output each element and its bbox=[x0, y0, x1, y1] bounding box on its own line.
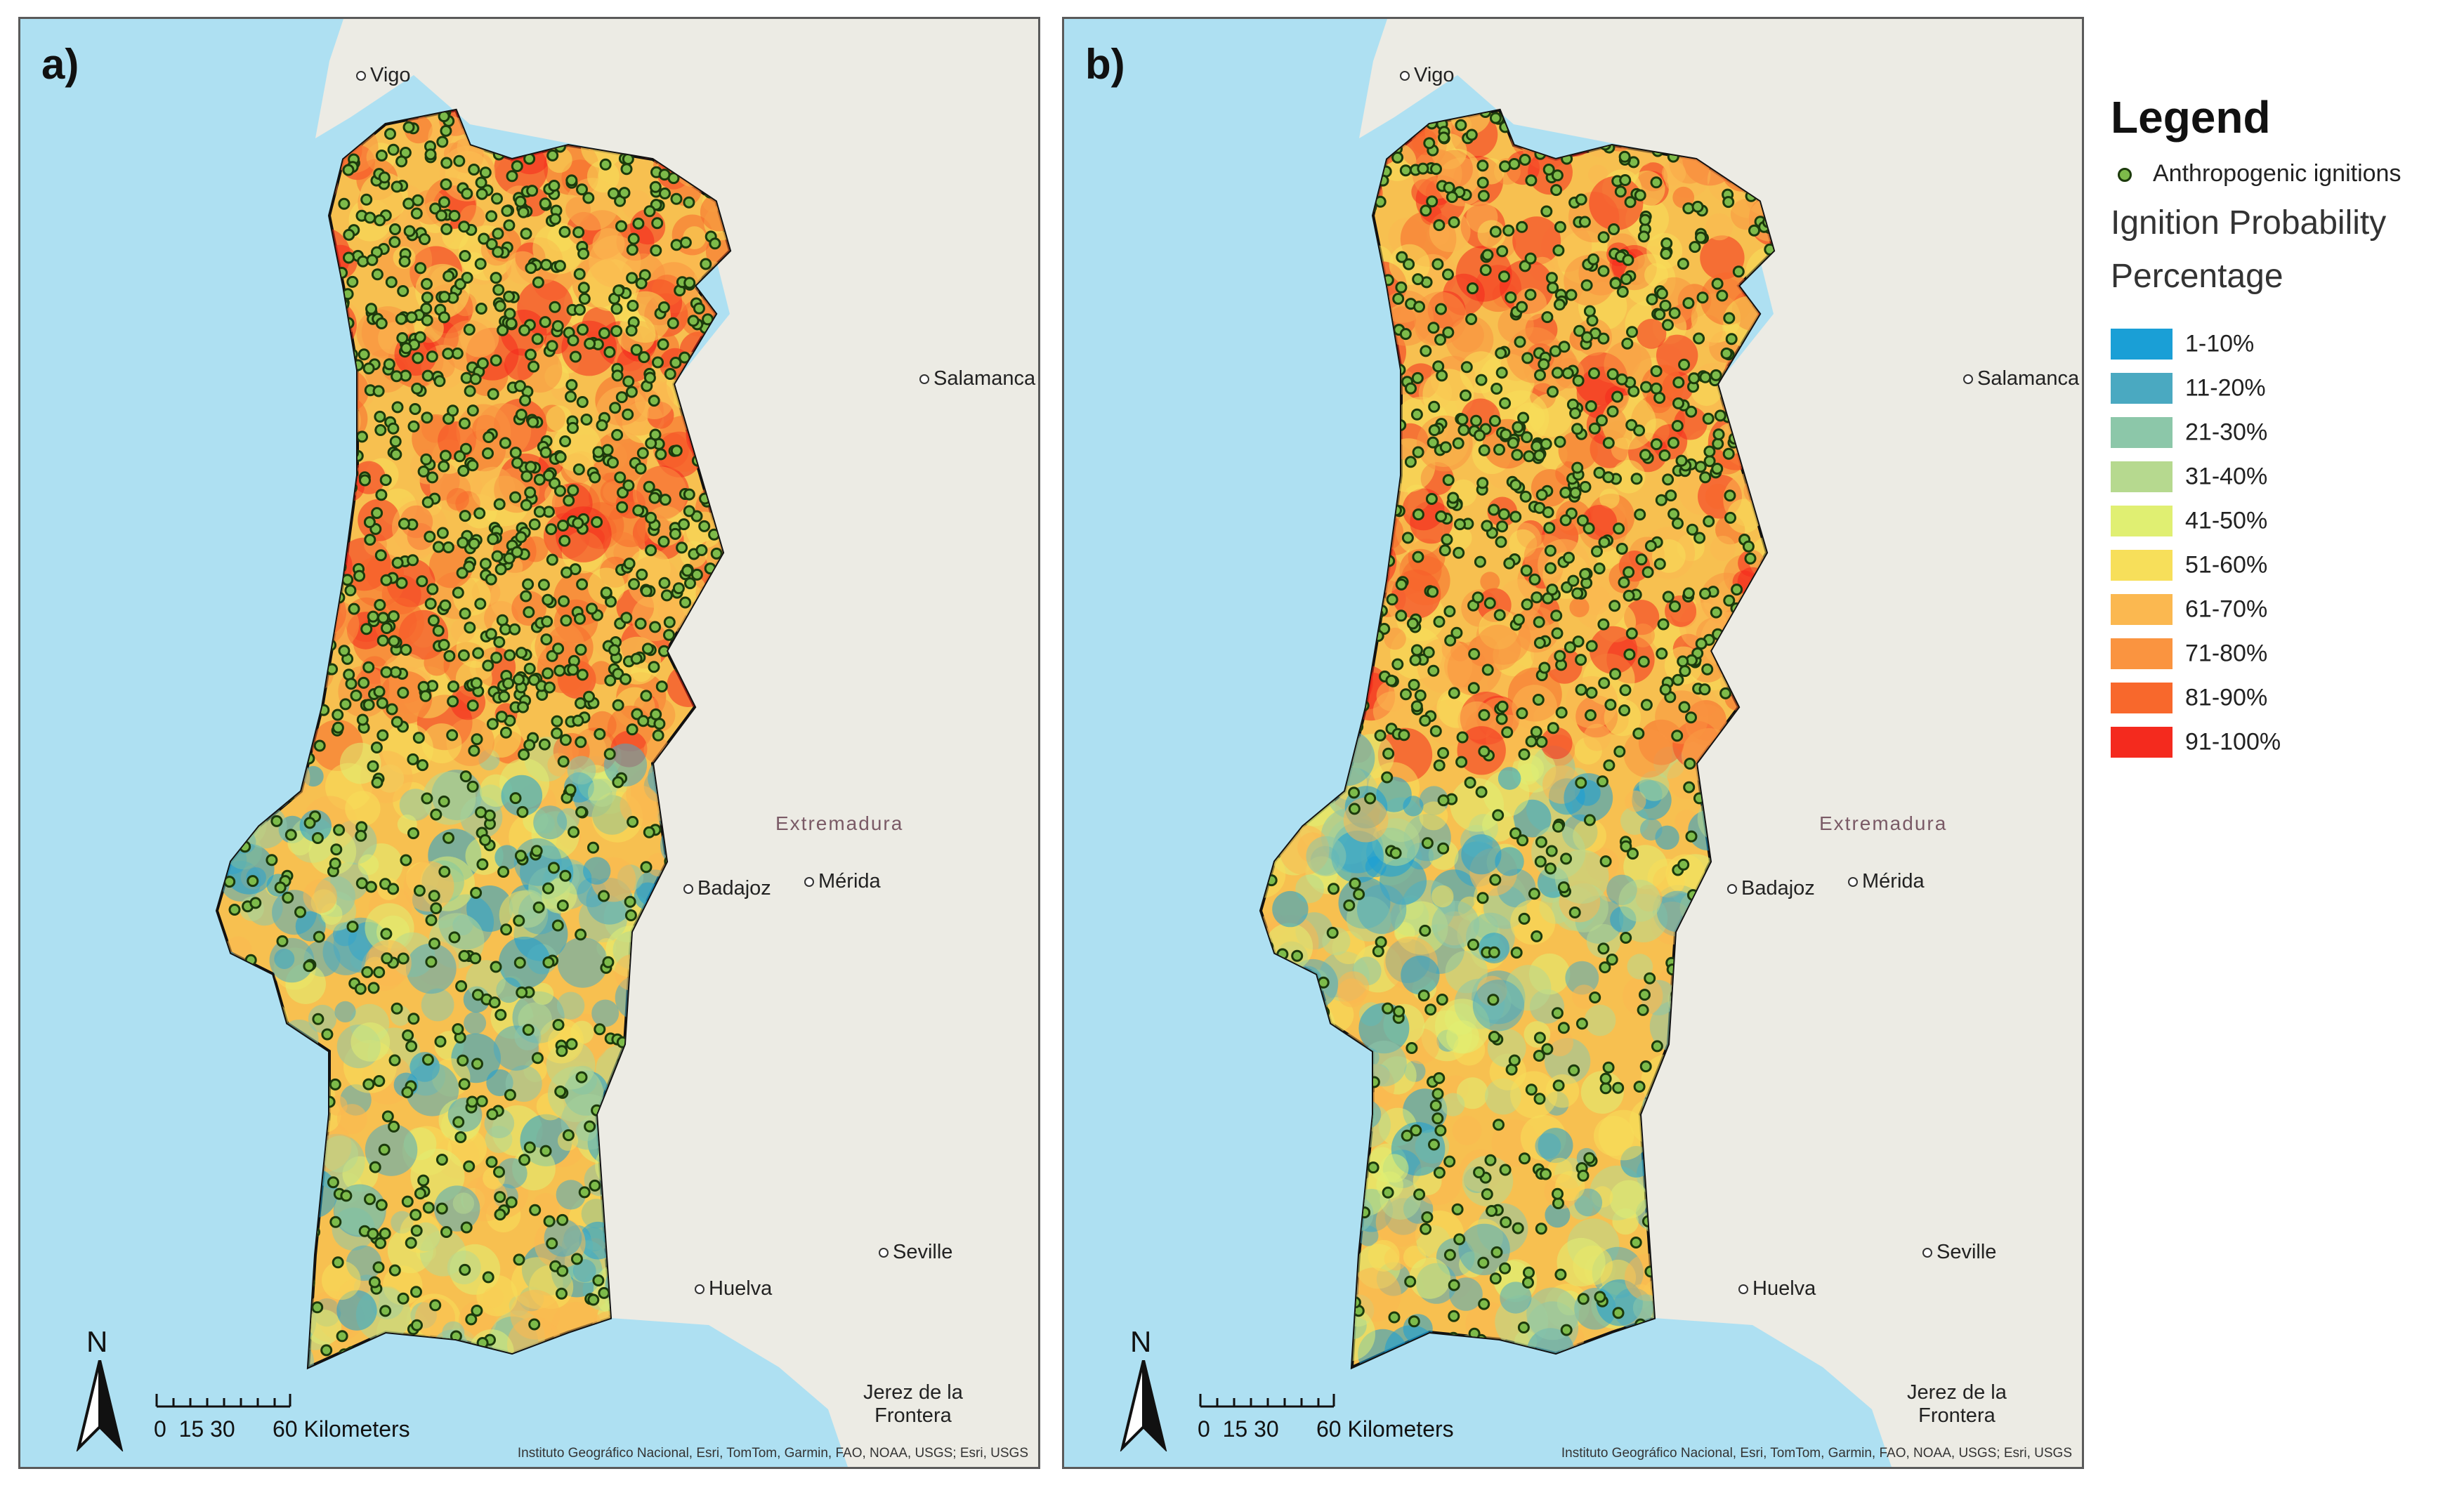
legend-ignitions-entry: Anthropogenic ignitions bbox=[2118, 160, 2401, 187]
spain-land bbox=[414, 19, 1038, 1467]
legend-class-item: 71-80% bbox=[2111, 638, 2267, 673]
panel-label: b) bbox=[1085, 41, 1125, 88]
map-panel-a: a) Vigo Salamanca Extremadura Badajoz Mé… bbox=[18, 17, 1040, 1469]
legend-swatch bbox=[2111, 683, 2173, 713]
scale-bar-labels: 0 15 30 60 Kilometers bbox=[1198, 1416, 1454, 1442]
city-marker-icon bbox=[1848, 877, 1858, 888]
legend-class-label: 1-10% bbox=[2185, 330, 2255, 357]
place-badajoz: Badajoz bbox=[1727, 877, 1815, 900]
city-marker-icon bbox=[695, 1284, 705, 1295]
legend-swatch bbox=[2111, 329, 2173, 360]
city-marker-icon bbox=[919, 374, 929, 385]
legend-swatch bbox=[2111, 727, 2173, 758]
legend-title: Legend bbox=[2111, 92, 2271, 143]
north-arrow: N bbox=[1113, 1325, 1184, 1465]
panel-label: a) bbox=[41, 41, 79, 88]
ignition-point-icon bbox=[2118, 168, 2132, 183]
legend-swatch bbox=[2111, 417, 2173, 448]
north-label: N bbox=[1130, 1325, 1152, 1358]
legend-subtitle-2: Percentage bbox=[2111, 258, 2283, 295]
legend-class-item: 91-100% bbox=[2111, 727, 2281, 762]
place-vigo: Vigo bbox=[356, 64, 411, 87]
legend-class-label: 11-20% bbox=[2185, 374, 2266, 402]
place-extremadura: Extremadura bbox=[1819, 812, 1948, 834]
place-jerez: Jerez de la Frontera bbox=[1907, 1381, 2007, 1427]
legend-class-label: 51-60% bbox=[2185, 551, 2268, 579]
legend-swatch bbox=[2111, 638, 2173, 669]
legend-class-label: 71-80% bbox=[2185, 640, 2268, 667]
legend-class-label: 41-50% bbox=[2185, 507, 2268, 534]
place-huelva: Huelva bbox=[1738, 1277, 1816, 1300]
legend-class-label: 61-70% bbox=[2185, 595, 2268, 623]
place-vigo: Vigo bbox=[1400, 64, 1455, 87]
place-salamanca: Salamanca bbox=[919, 367, 1035, 390]
legend-swatch bbox=[2111, 594, 2173, 625]
legend-class-item: 21-30% bbox=[2111, 417, 2267, 452]
legend-class-item: 81-90% bbox=[2111, 683, 2267, 718]
legend-class-item: 1-10% bbox=[2111, 329, 2254, 364]
place-extremadura: Extremadura bbox=[775, 812, 904, 834]
place-jerez: Jerez de la Frontera bbox=[863, 1381, 963, 1427]
city-marker-icon bbox=[879, 1248, 889, 1258]
map-attribution: Instituto Geográfico Nacional, Esri, Tom… bbox=[1561, 1446, 2072, 1461]
city-marker-icon bbox=[1400, 71, 1410, 81]
scale-bar-ticks bbox=[1199, 1394, 1335, 1408]
legend-swatch bbox=[2111, 506, 2173, 536]
place-seville: Seville bbox=[1922, 1241, 1996, 1264]
legend-class-label: 21-30% bbox=[2185, 419, 2268, 446]
place-merida: Mérida bbox=[804, 870, 881, 893]
north-arrow-icon bbox=[1120, 1360, 1167, 1451]
legend-swatch bbox=[2111, 461, 2173, 492]
place-huelva: Huelva bbox=[695, 1277, 772, 1300]
scale-bar-ticks bbox=[155, 1394, 291, 1408]
city-marker-icon bbox=[804, 877, 814, 888]
scale-bar: 0 15 30 60 Kilometers bbox=[154, 1388, 449, 1444]
legend-swatch bbox=[2111, 550, 2173, 581]
north-arrow: N bbox=[70, 1325, 140, 1465]
spain-land bbox=[1457, 19, 2082, 1467]
map-attribution: Instituto Geográfico Nacional, Esri, Tom… bbox=[517, 1446, 1028, 1461]
place-merida: Mérida bbox=[1848, 870, 1925, 893]
place-seville: Seville bbox=[879, 1241, 952, 1264]
basemap bbox=[20, 19, 1038, 1467]
city-marker-icon bbox=[1922, 1248, 1932, 1258]
basemap bbox=[1064, 19, 2082, 1467]
legend-class-label: 91-100% bbox=[2185, 728, 2281, 756]
legend-class-item: 61-70% bbox=[2111, 594, 2267, 629]
legend-subtitle: Ignition Probability bbox=[2111, 204, 2387, 242]
scale-bar: 0 15 30 60 Kilometers bbox=[1198, 1388, 1493, 1444]
legend-class-item: 41-50% bbox=[2111, 506, 2267, 541]
legend-swatch bbox=[2111, 373, 2173, 404]
legend-class-label: 81-90% bbox=[2185, 684, 2268, 711]
legend: Legend Anthropogenic ignitions Ignition … bbox=[2104, 84, 2462, 772]
place-badajoz: Badajoz bbox=[683, 877, 771, 900]
map-panel-b: b) Vigo Salamanca Extremadura Badajoz Mé… bbox=[1062, 17, 2084, 1469]
north-arrow-icon bbox=[76, 1360, 124, 1451]
city-marker-icon bbox=[1963, 374, 1973, 385]
city-marker-icon bbox=[1727, 884, 1737, 895]
place-salamanca: Salamanca bbox=[1963, 367, 2079, 390]
legend-class-item: 11-20% bbox=[2111, 373, 2266, 408]
scale-bar-labels: 0 15 30 60 Kilometers bbox=[154, 1416, 410, 1442]
city-marker-icon bbox=[683, 884, 693, 895]
north-label: N bbox=[86, 1325, 108, 1358]
legend-class-item: 31-40% bbox=[2111, 461, 2267, 496]
legend-class-item: 51-60% bbox=[2111, 550, 2267, 585]
city-marker-icon bbox=[1738, 1284, 1748, 1295]
legend-class-label: 31-40% bbox=[2185, 463, 2268, 490]
city-marker-icon bbox=[356, 71, 366, 81]
